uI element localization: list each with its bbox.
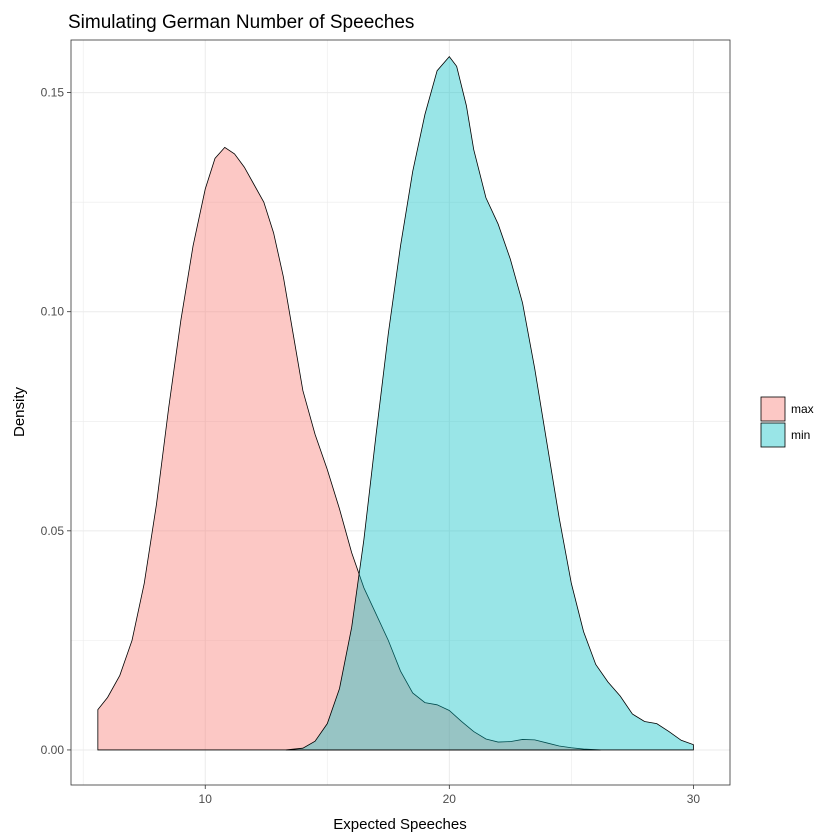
plot-panel-border (70, 39, 731, 786)
density-area-max (97, 146, 601, 751)
density-area-min (285, 56, 694, 751)
legend-label-max: max (791, 402, 814, 416)
y-tick-label: 0.10 (41, 305, 65, 319)
y-axis-title: Density (11, 386, 28, 437)
legend: max min (760, 396, 814, 448)
y-tick-label: 0.00 (41, 743, 65, 757)
axis-ticks: 10 20 30 0.00 0.05 0.10 0.15 (41, 86, 701, 806)
gridlines (71, 40, 730, 785)
legend-key-background (760, 396, 786, 422)
x-tick-label: 10 (199, 792, 213, 806)
density-areas (97, 56, 694, 751)
legend-key-background (760, 422, 786, 448)
x-tick-label: 30 (687, 792, 701, 806)
x-tick-label: 20 (443, 792, 457, 806)
y-tick-label: 0.05 (41, 524, 65, 538)
legend-swatch-max (760, 396, 786, 422)
legend-label-min: min (791, 428, 810, 442)
y-tick-label: 0.15 (41, 86, 65, 100)
x-axis-title: Expected Speeches (333, 816, 466, 833)
legend-swatch-min (760, 422, 786, 448)
chart-title: Simulating German Number of Speeches (68, 12, 414, 33)
